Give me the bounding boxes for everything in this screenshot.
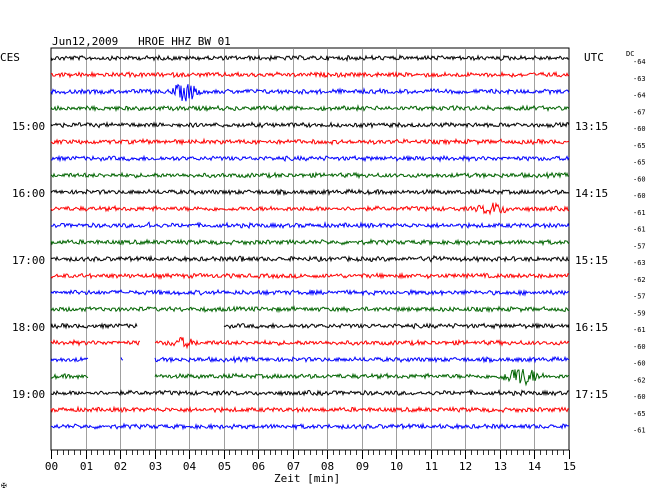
dc-offset-label: -61 xyxy=(633,427,646,435)
dc-offset-label: -60 xyxy=(633,125,646,133)
x-tick-label: 07 xyxy=(287,460,300,473)
seismic-trace xyxy=(50,322,570,330)
plot-frame xyxy=(50,47,570,451)
left-hour-label: 15:00 xyxy=(12,120,45,133)
x-tick-label: 13 xyxy=(494,460,507,473)
dc-offset-label: -62 xyxy=(633,376,646,384)
dc-offset-label: -62 xyxy=(633,276,646,284)
seismic-trace xyxy=(50,336,570,350)
x-tick-label: 00 xyxy=(45,460,58,473)
dc-offset-label: -63 xyxy=(633,259,646,267)
dc-offset-label: -57 xyxy=(633,293,646,301)
x-tick-label: 11 xyxy=(425,460,438,473)
dc-offset-label: -60 xyxy=(633,393,646,401)
seismic-trace xyxy=(50,120,570,130)
dc-offset-label: -64 xyxy=(633,58,646,66)
right-hour-label: 17:15 xyxy=(575,388,608,401)
x-axis-label: Zeit [min] xyxy=(274,472,340,485)
right-hour-label: 16:15 xyxy=(575,321,608,334)
dc-offset-label: -60 xyxy=(633,360,646,368)
x-tick-label: 01 xyxy=(80,460,93,473)
seismic-trace xyxy=(50,389,570,397)
left-hour-label: 19:00 xyxy=(12,388,45,401)
dc-offset-label: -57 xyxy=(633,242,646,250)
dc-offset-label: -61 xyxy=(633,209,646,217)
dc-offset-label: -65 xyxy=(633,142,646,150)
x-tick-label: 10 xyxy=(390,460,403,473)
x-tick-label: 06 xyxy=(252,460,265,473)
seismic-trace xyxy=(50,288,570,297)
corner-mark: ✠ xyxy=(1,482,7,490)
seismic-trace xyxy=(50,405,570,414)
x-tick-label: 05 xyxy=(218,460,231,473)
x-tick-label: 04 xyxy=(183,460,197,473)
x-tick-label: 12 xyxy=(459,460,472,473)
dc-offset-label: -65 xyxy=(633,159,646,167)
dc-offset-label: -61 xyxy=(633,226,646,234)
right-hour-label: 14:15 xyxy=(575,187,608,200)
seismic-trace xyxy=(50,54,570,63)
right-timezone-label: UTC xyxy=(584,51,604,64)
dc-offset-label: -64 xyxy=(633,92,646,100)
left-hour-label: 18:00 xyxy=(12,321,45,334)
dc-label: DC xyxy=(626,50,634,58)
chart-title: Jun12,2009 HROE HHZ BW 01 xyxy=(52,35,231,48)
seismic-trace xyxy=(50,271,570,280)
right-hour-label: 13:15 xyxy=(575,120,608,133)
dc-offset-label: -67 xyxy=(633,108,646,116)
x-tick-label: 03 xyxy=(149,460,162,473)
x-tick-label: 14 xyxy=(528,460,542,473)
seismic-trace xyxy=(50,83,570,102)
seismic-trace xyxy=(50,171,570,180)
seismic-trace xyxy=(50,238,570,247)
seismic-trace xyxy=(50,355,570,364)
seismic-trace xyxy=(50,188,570,197)
dc-offset-label: -60 xyxy=(633,175,646,183)
x-tick-label: 08 xyxy=(321,460,334,473)
x-tick-label: 02 xyxy=(114,460,127,473)
left-hour-label: 16:00 xyxy=(12,187,45,200)
x-tick-label: 15 xyxy=(563,460,576,473)
seismic-trace xyxy=(50,70,570,79)
dc-offset-label: -60 xyxy=(633,192,646,200)
left-hour-label: 17:00 xyxy=(12,254,45,267)
seismic-trace xyxy=(50,221,570,230)
dc-offset-label: -63 xyxy=(633,75,646,83)
dc-offset-label: -59 xyxy=(633,309,646,317)
seismic-trace xyxy=(50,254,570,264)
left-timezone-label: CES xyxy=(0,51,20,64)
seismic-trace xyxy=(50,154,570,163)
seismic-trace xyxy=(50,305,570,314)
x-tick-label: 09 xyxy=(356,460,369,473)
seismic-trace xyxy=(50,368,570,387)
seismic-trace xyxy=(50,104,570,113)
seismic-trace xyxy=(50,137,570,146)
dc-offset-label: -65 xyxy=(633,410,646,418)
right-hour-label: 15:15 xyxy=(575,254,608,267)
dc-offset-label: -61 xyxy=(633,326,646,334)
seismic-trace xyxy=(50,201,570,216)
seismic-trace xyxy=(51,422,570,431)
dc-offset-label: -60 xyxy=(633,343,646,351)
